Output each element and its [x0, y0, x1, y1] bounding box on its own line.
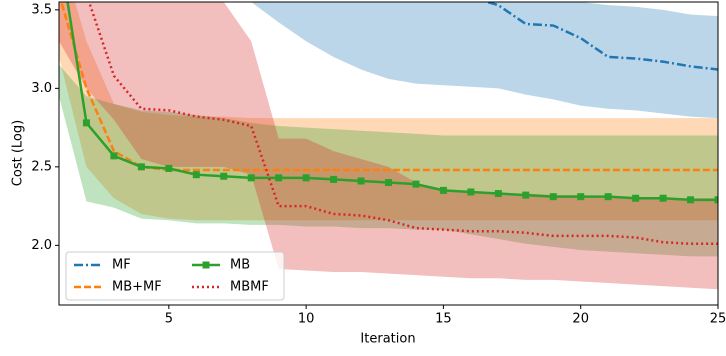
x-axis-label: Iteration: [360, 332, 415, 347]
band: [59, 2, 718, 290]
point: [549, 193, 557, 201]
y-tick-label: 3.5: [31, 2, 52, 17]
point: [439, 186, 447, 194]
y-tick-label: 2.0: [31, 238, 52, 253]
point: [522, 191, 530, 199]
y-tick-label: 2.5: [31, 159, 52, 174]
legend-box: [65, 251, 285, 301]
legend-marker: [202, 261, 210, 269]
point: [357, 177, 365, 185]
x-tick-label: 15: [435, 312, 452, 327]
point: [330, 175, 338, 183]
point: [220, 172, 228, 180]
band: [251, 2, 718, 119]
point: [137, 163, 145, 171]
point: [385, 179, 392, 187]
point: [632, 194, 640, 202]
legend: MF MB+MF MB MBMF: [65, 251, 285, 301]
point: [110, 152, 118, 160]
point: [302, 174, 310, 182]
point: [82, 119, 90, 127]
x-tick-label: 20: [572, 312, 589, 327]
legend-label: MBMF: [230, 280, 269, 295]
legend-label: MB: [230, 258, 250, 273]
point: [659, 194, 667, 202]
point: [467, 188, 475, 196]
point: [494, 190, 502, 198]
axes-frame: [58, 1, 719, 306]
y-tick-label: 3.0: [31, 81, 52, 96]
point: [412, 180, 420, 188]
legend-label: MF: [112, 258, 131, 273]
series-line: [87, 2, 718, 246]
point: [577, 193, 585, 201]
point: [247, 174, 255, 182]
band: [59, 2, 718, 221]
point: [687, 196, 695, 204]
x-tick-label: 25: [710, 312, 726, 327]
legend-label: MB+MF: [112, 280, 162, 295]
point: [192, 171, 200, 179]
x-tick-label: 5: [165, 312, 173, 327]
band: [59, 64, 718, 257]
point: [714, 196, 718, 204]
y-axis-label: Cost (Log): [11, 120, 26, 186]
x-tick-label: 10: [298, 312, 315, 327]
point: [604, 193, 612, 201]
point: [275, 174, 283, 182]
plot-area: [59, 2, 718, 290]
point: [165, 164, 173, 172]
